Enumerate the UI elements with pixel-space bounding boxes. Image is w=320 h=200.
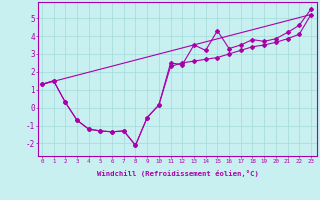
X-axis label: Windchill (Refroidissement éolien,°C): Windchill (Refroidissement éolien,°C) <box>97 170 259 177</box>
